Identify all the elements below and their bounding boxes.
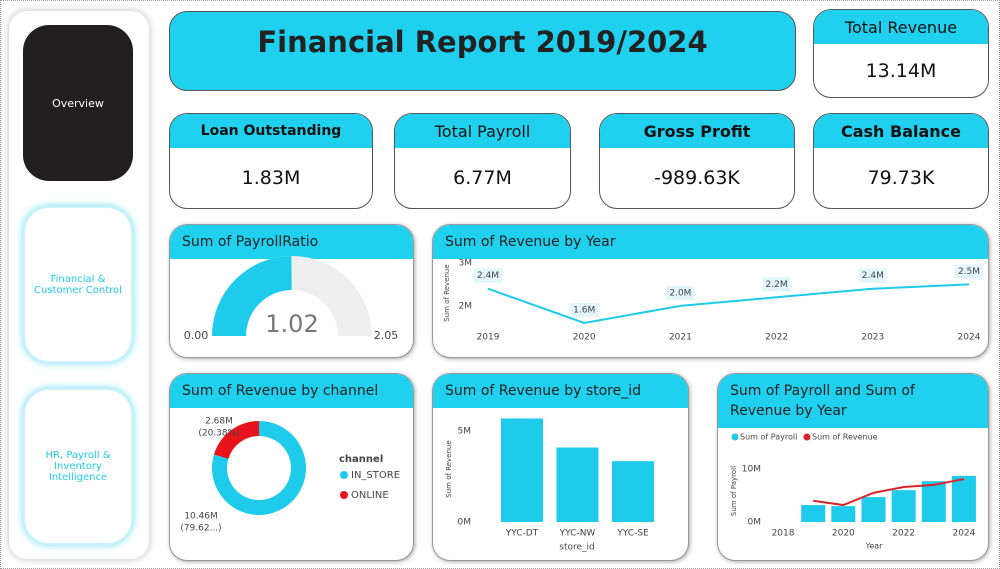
nav-button[interactable]: HR, Payroll & Inventory Intelligence [23, 388, 133, 545]
report-title: Financial Report 2019/2024 [169, 11, 796, 91]
chart-title: Sum of Revenue by Year [433, 225, 988, 259]
kpi-label: Total Revenue [814, 10, 988, 44]
kpi-value: 13.14M [865, 60, 937, 82]
kpi-card: Total Payroll 6.77M [394, 113, 571, 209]
kpi-label: Total Payroll [395, 114, 570, 148]
kpi-card: Loan Outstanding 1.83M [169, 113, 373, 209]
kpi-value: 6.77M [453, 167, 512, 189]
chart-panel: Sum of Revenue by channel [169, 373, 414, 561]
kpi-value: 1.83M [241, 167, 301, 189]
kpi-value: 79.73K [867, 167, 935, 189]
nav-button[interactable]: Financial & Customer Control [23, 206, 133, 363]
chart-title: Sum of Revenue by store_id [433, 374, 688, 408]
kpi-card: Cash Balance 79.73K [813, 113, 989, 209]
chart-panel: Sum of Revenue by Year [432, 224, 989, 358]
kpi-card: Total Revenue 13.14M [813, 9, 989, 98]
kpi-label: Cash Balance [814, 114, 988, 148]
kpi-label: Gross Profit [600, 114, 794, 148]
chart-title: Sum of Revenue by channel [170, 374, 413, 408]
chart-title: Sum of Payroll and Sum of Revenue by Yea… [718, 374, 988, 428]
chart-title: Sum of PayrollRatio [170, 225, 413, 259]
nav-button[interactable]: Overview [23, 25, 133, 181]
chart-panel: Sum of Payroll and Sum of Revenue by Yea… [717, 373, 989, 561]
kpi-label: Loan Outstanding [170, 114, 372, 148]
chart-panel: Sum of Revenue by store_id [432, 373, 689, 561]
kpi-card: Gross Profit -989.63K [599, 113, 795, 209]
chart-panel: Sum of PayrollRatio [169, 224, 414, 358]
kpi-value: -989.63K [654, 167, 740, 189]
